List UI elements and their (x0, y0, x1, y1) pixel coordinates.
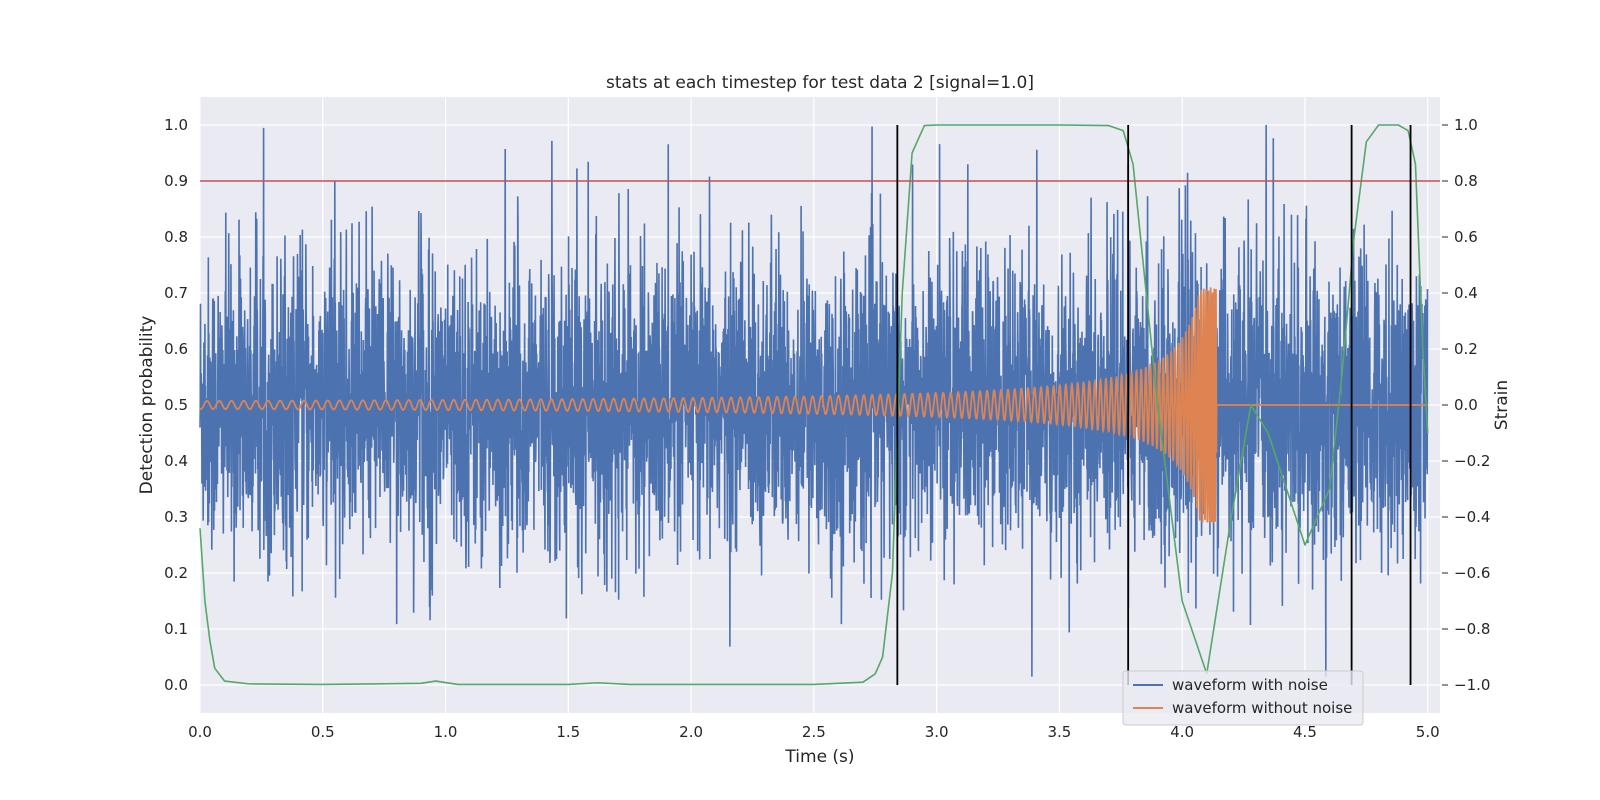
y-tick-label: 0.5 (164, 396, 188, 414)
series-waveform-with-noise (199, 124, 1429, 677)
y-tick-label: 0.9 (164, 172, 188, 190)
x-tick-label: 4.0 (1170, 723, 1194, 741)
y-tick-label: 1.0 (164, 116, 188, 134)
x-axis-title: Time (s) (784, 747, 854, 767)
chart-title: stats at each timestep for test data 2 [… (606, 73, 1034, 93)
y-tick-label: 0.6 (164, 340, 188, 358)
y-tick-label: 0.2 (164, 564, 188, 582)
series-layer (199, 124, 1440, 686)
y-axis-title: Detection probability (137, 316, 157, 495)
x-tick-label: 0.0 (188, 723, 212, 741)
y-tick-label: 0.8 (164, 228, 188, 246)
legend-label-noise: waveform with noise (1172, 676, 1328, 694)
y-tick-label: 0.1 (164, 620, 188, 638)
x-tick-label: 1.0 (434, 723, 458, 741)
y2-tick-label: 1.0 (1454, 116, 1478, 134)
x-tick-label: 3.0 (925, 723, 949, 741)
legend: waveform with noise waveform without noi… (1122, 670, 1364, 726)
series-detection-probability (199, 124, 1429, 686)
y2-tick-label: −0.8 (1454, 620, 1490, 638)
x-tick-label: 2.5 (802, 723, 826, 741)
x-tick-label: 5.0 (1416, 723, 1440, 741)
y2-tick-label: 0.4 (1454, 284, 1478, 302)
y-tick-label: 0.7 (164, 284, 188, 302)
x-tick-label: 2.0 (679, 723, 703, 741)
x-tick-label: 0.5 (311, 723, 335, 741)
x-tick-label: 1.5 (556, 723, 580, 741)
y2-axis-title: Strain (1492, 380, 1512, 430)
y2-tick-label: 0.6 (1454, 228, 1478, 246)
y2-tick-label: −0.6 (1454, 564, 1490, 582)
legend-label-clean: waveform without noise (1172, 699, 1352, 717)
y2-tick-label: 0.8 (1454, 172, 1478, 190)
series-waveform-without-noise (199, 287, 1428, 523)
event-markers (896, 125, 1412, 685)
ticks: 0.0 0.5 1.0 1.5 2.0 2.5 3.0 3.5 4.0 4.5 5.0 0.0 0.1 0… (164, 116, 1490, 741)
x-tick-label: 4.5 (1293, 723, 1317, 741)
y2-tick-label: 0.2 (1454, 340, 1478, 358)
y-tick-label: 0.3 (164, 508, 188, 526)
y2-tick-label: −0.4 (1454, 508, 1490, 526)
y-tick-label: 0.0 (164, 676, 188, 694)
y-tick-label: 0.4 (164, 452, 188, 470)
y2-tick-label: −0.2 (1454, 452, 1490, 470)
x-tick-label: 3.5 (1047, 723, 1071, 741)
y2-tick-label: −1.0 (1454, 676, 1490, 694)
y2-tick-label: 0.0 (1454, 396, 1478, 414)
legend-box (1122, 670, 1364, 726)
